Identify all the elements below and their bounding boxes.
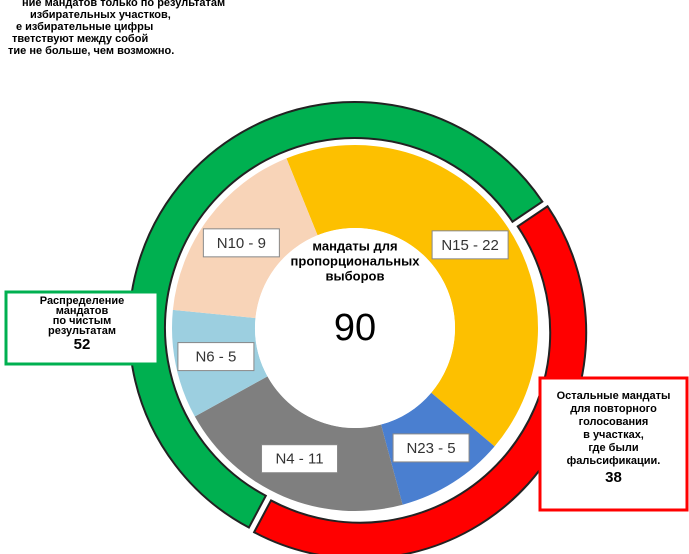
callout-label: голосования <box>579 416 649 428</box>
annotation: тветствуют между собой <box>12 33 148 45</box>
callout-box <box>4 290 160 366</box>
center-value: 90 <box>334 307 376 349</box>
label-box <box>392 433 470 463</box>
callout-value: 52 <box>74 336 91 353</box>
callout-label: в участках, <box>583 429 644 441</box>
center-label: выборов <box>326 268 385 283</box>
callout-value: 38 <box>605 469 622 486</box>
callout-label: результатам <box>48 325 116 337</box>
callout-box <box>538 376 689 512</box>
annotation: избирательных участков, <box>30 9 171 21</box>
segment-label: N23 - 5 <box>406 440 455 457</box>
callout-label: Распределение <box>40 295 125 307</box>
center-label: пропорциональных <box>291 253 421 268</box>
callout-label: по чистым <box>53 315 112 327</box>
segment-label: N10 - 9 <box>217 235 266 252</box>
annotation: ние мандатов только по результатам <box>22 0 225 9</box>
callout-label: для повторного <box>570 403 657 415</box>
inner-segment <box>286 144 538 447</box>
segment-label: N15 - 22 <box>441 237 499 254</box>
label-box <box>202 228 280 258</box>
center-hole <box>255 228 455 428</box>
label-box <box>431 230 509 260</box>
segment-label: N4 - 11 <box>275 451 323 468</box>
callout-label: Остальные мандаты <box>557 390 671 402</box>
callout-label: где были <box>588 442 638 454</box>
annotation: е избирательные цифры <box>16 21 153 33</box>
inner-segment <box>194 376 403 511</box>
callout-label: фальсификации. <box>567 455 661 467</box>
center-label: мандаты для <box>312 238 397 253</box>
label-box <box>261 444 339 474</box>
label-box <box>177 342 255 372</box>
segment-label: N6 - 5 <box>195 349 236 366</box>
callout-label: мандатов <box>56 305 109 317</box>
annotation: тие не больше, чем возможно. <box>8 45 174 57</box>
